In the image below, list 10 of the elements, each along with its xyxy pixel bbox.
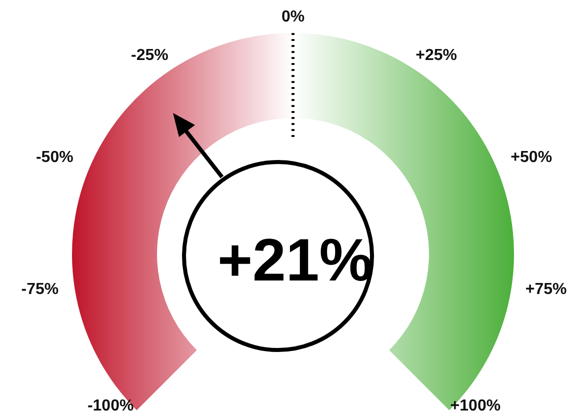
text: +100%: [450, 398, 501, 415]
text: -75%: [21, 280, 59, 298]
text: +75%: [525, 280, 567, 298]
text: +21%: [217, 226, 373, 294]
text: +25%: [416, 46, 458, 64]
text: -100%: [87, 398, 134, 415]
text: +50%: [510, 149, 552, 166]
text: -25%: [130, 46, 168, 64]
text: -50%: [36, 149, 74, 166]
text: 0%: [281, 8, 305, 26]
